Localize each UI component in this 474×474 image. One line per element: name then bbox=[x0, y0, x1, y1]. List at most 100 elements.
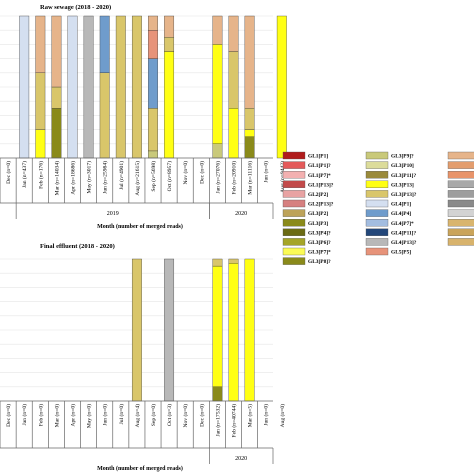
legend-swatch bbox=[282, 219, 306, 227]
legend-label: GL2[P13]? bbox=[308, 202, 334, 208]
year-label: 2020 bbox=[235, 211, 247, 217]
x-tick-label: Mar (n=11116) bbox=[247, 161, 254, 195]
legend-label: GL4[P4] bbox=[391, 211, 411, 217]
final-effluent-chart: Final effluent (2018 - 2020) Dec (n=0) Jan… bbox=[0, 243, 286, 472]
legend-swatch bbox=[282, 151, 306, 160]
legend-label: GL3[P7]* bbox=[308, 250, 331, 256]
x-tick-label: May (n=3017) bbox=[86, 161, 93, 194]
bar-segment bbox=[99, 72, 110, 159]
legend-swatch bbox=[447, 190, 474, 198]
legend-swatch bbox=[447, 151, 474, 160]
legend-swatch bbox=[447, 161, 474, 169]
year-label: 2020 bbox=[235, 456, 247, 462]
legend-label: GL1[P7]* bbox=[308, 173, 331, 179]
legend-swatch bbox=[365, 247, 389, 256]
legend-label: GL1[P1]? bbox=[308, 163, 331, 169]
x-tick-label: Feb (n=0) bbox=[37, 404, 44, 426]
x-tick-label: Jun (n=0) bbox=[102, 404, 109, 426]
legend-label: GL5[P5] bbox=[391, 250, 411, 256]
x-tick-label: Mar (n=5) bbox=[247, 404, 254, 427]
x-tick-label: Jun (n=25984) bbox=[102, 161, 109, 194]
legend-swatch bbox=[282, 209, 306, 217]
legend-label: GL4[P1] bbox=[391, 202, 411, 208]
legend-swatch bbox=[282, 199, 306, 208]
x-tick-label: Dec (n=0) bbox=[198, 404, 205, 427]
x-tick-label: Oct (n=8957) bbox=[166, 161, 173, 191]
legend-swatch bbox=[365, 180, 389, 188]
legend-swatch bbox=[447, 171, 474, 179]
legend-swatch bbox=[365, 219, 389, 227]
bar-segment bbox=[164, 51, 175, 159]
bar-segment bbox=[212, 143, 223, 159]
bar-segment bbox=[99, 15, 110, 73]
bar-segment bbox=[212, 44, 223, 144]
x-tick-label: Aug (n=4) bbox=[134, 404, 141, 428]
bar-segment bbox=[148, 150, 158, 159]
bar-segment bbox=[212, 15, 223, 45]
legend-swatch bbox=[447, 228, 474, 236]
x-tick-label: Aug (n=0) bbox=[279, 404, 286, 428]
bar-segment bbox=[212, 258, 223, 267]
legend-swatch bbox=[447, 219, 474, 227]
legend-swatch bbox=[365, 171, 389, 179]
x-tick-label: Nov (n=0) bbox=[182, 161, 189, 185]
legend-swatch bbox=[282, 247, 306, 256]
legend-label: GL3[P3] bbox=[308, 221, 328, 227]
bar-segment bbox=[244, 129, 255, 137]
legend-swatch bbox=[365, 209, 389, 217]
legend-swatch bbox=[365, 161, 389, 169]
bar-segment bbox=[131, 15, 142, 159]
x-tick-label: Jun (n=0) bbox=[263, 404, 270, 426]
x-tick-label: Jan (n=437) bbox=[21, 161, 28, 188]
x-tick-label: May (n=0) bbox=[86, 404, 93, 428]
legend-swatch bbox=[282, 238, 306, 246]
bar-segment bbox=[244, 108, 255, 130]
bar-segment bbox=[51, 86, 62, 109]
x-tick-label: Nov (n=0) bbox=[182, 404, 189, 428]
legend-swatch bbox=[447, 199, 474, 208]
bar-segment bbox=[228, 258, 239, 264]
bar-segment bbox=[115, 15, 126, 159]
raw-sewage-chart: Raw sewage (2018 - 2020) Dec (n=0) Jan (n=… bbox=[0, 4, 287, 230]
bar-segment bbox=[131, 258, 142, 402]
legend-label: GL3[P6]? bbox=[308, 240, 331, 246]
chart-title: Raw sewage (2018 - 2020) bbox=[40, 4, 111, 11]
legend-swatch bbox=[282, 190, 306, 198]
legend-swatch bbox=[282, 257, 306, 265]
legend: GL1[P1] GL1[P1]? GL1[P7]* GL1[P13]? GL2[P2] G… bbox=[282, 151, 474, 265]
legend-label: GL3[P9]? bbox=[391, 154, 414, 160]
bar-segment bbox=[244, 136, 255, 159]
bar-segment bbox=[164, 15, 175, 38]
x-tick-label: Mar (n=14034) bbox=[53, 161, 60, 196]
x-tick-label: Dec (n=0) bbox=[198, 161, 205, 184]
year-label: 2019 bbox=[107, 211, 119, 217]
x-tick-label: Sep (n=5698) bbox=[150, 161, 157, 192]
bar-segment bbox=[19, 15, 30, 159]
x-tick-label: Mar (n=0) bbox=[53, 404, 60, 427]
legend-swatch bbox=[282, 161, 306, 169]
legend-label: GL4[P7]* bbox=[391, 221, 414, 227]
legend-label: GL4[P13]? bbox=[391, 240, 417, 246]
legend-swatch bbox=[365, 228, 389, 236]
x-tick-label: Sep (n=0) bbox=[150, 404, 157, 426]
bar-segment bbox=[67, 15, 78, 159]
x-tick-label: Jan (n=0) bbox=[21, 404, 28, 425]
bar-segment bbox=[212, 386, 223, 402]
legend-swatch bbox=[447, 180, 474, 188]
legend-label: GL3[P10] bbox=[391, 163, 414, 169]
bar-segment bbox=[228, 15, 239, 52]
legend-swatch bbox=[447, 209, 474, 217]
x-tick-label: Feb (n=20910) bbox=[231, 161, 238, 195]
bar-segment bbox=[244, 15, 255, 109]
legend-swatch bbox=[365, 190, 389, 198]
legend-label: GL3[P4]? bbox=[308, 230, 331, 236]
legend-swatch bbox=[365, 238, 389, 246]
bar-segment bbox=[35, 129, 46, 159]
x-tick-label: Aug (n=21615) bbox=[134, 161, 141, 196]
legend-label: GL3[P13] bbox=[391, 182, 414, 188]
legend-label: GL3[P2] bbox=[308, 211, 328, 217]
bar-segment bbox=[228, 51, 239, 109]
x-tick-label: Oct (n=3) bbox=[166, 404, 173, 426]
legend-swatch bbox=[282, 171, 306, 179]
